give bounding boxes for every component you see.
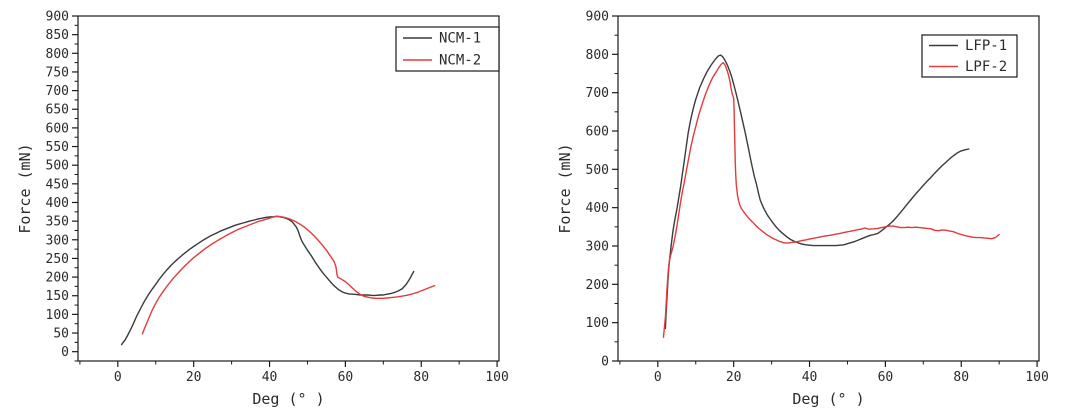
x-tick-label: 100 <box>485 370 508 385</box>
plot-border <box>77 15 500 362</box>
x-axis-title: Deg (° ) <box>792 390 864 408</box>
legend-label-NCM-1: NCM-1 <box>439 31 481 47</box>
y-tick-label: 900 <box>46 10 69 25</box>
y-tick-label: 550 <box>46 140 69 155</box>
legend-label-LFP-1: LFP-1 <box>965 38 1007 54</box>
y-tick-label: 650 <box>46 103 69 118</box>
series-line-LFP-1 <box>664 54 970 330</box>
y-tick-label: 150 <box>46 289 69 304</box>
y-tick-label: 50 <box>53 327 69 342</box>
legend-box <box>921 34 1018 78</box>
series-line-LPF-2 <box>662 62 1000 338</box>
y-tick-label: 250 <box>46 252 69 267</box>
y-tick-label: 300 <box>586 240 609 255</box>
series-line-NCM-1 <box>120 215 415 346</box>
y-tick-label: 0 <box>601 355 609 370</box>
y-tick-label: 700 <box>46 84 69 99</box>
y-tick-label: 900 <box>586 10 609 25</box>
ncm-chart-svg: 0 20 40 60 80 100 0 50 100 150 200 250 300 350 400 450 5… <box>16 10 509 409</box>
x-tick-label: 0 <box>654 370 662 385</box>
x-tick-label: 40 <box>802 370 818 385</box>
y-tick-label: 600 <box>46 121 69 136</box>
lfp-force-chart: 0 20 40 60 80 100 0 100 200 300 400 500 600 700 800 900… <box>540 0 1080 416</box>
y-tick-label: 300 <box>46 233 69 248</box>
x-axis-title: Deg (° ) <box>252 390 324 408</box>
y-axis-title: Force (mN) <box>16 143 34 233</box>
y-tick-label: 750 <box>46 65 69 80</box>
y-tick-label: 100 <box>46 308 69 323</box>
legend-box <box>395 26 500 72</box>
y-tick-label: 100 <box>586 316 609 331</box>
x-tick-label: 60 <box>878 370 894 385</box>
series-line-NCM-2 <box>141 215 436 335</box>
x-tick-label: 80 <box>413 370 429 385</box>
y-tick-label: 200 <box>586 278 609 293</box>
legend-label-LPF-2: LPF-2 <box>965 59 1007 75</box>
y-tick-label: 800 <box>586 48 609 63</box>
y-tick-label: 0 <box>61 345 69 360</box>
x-tick-label: 60 <box>338 370 354 385</box>
y-tick-label: 700 <box>586 86 609 101</box>
y-tick-label: 350 <box>46 215 69 230</box>
y-axis-title: Force (mN) <box>556 143 574 233</box>
ncm-force-chart: 0 20 40 60 80 100 0 50 100 150 200 250 300 350 400 450 5… <box>16 10 509 409</box>
y-tick-label: 500 <box>46 159 69 174</box>
x-tick-label: 20 <box>186 370 202 385</box>
y-tick-label: 200 <box>46 271 69 286</box>
x-tick-label: 80 <box>953 370 969 385</box>
y-tick-label: 800 <box>46 47 69 62</box>
x-tick-label: 0 <box>114 370 122 385</box>
x-tick-label: 40 <box>262 370 278 385</box>
y-tick-label: 450 <box>46 177 69 192</box>
y-tick-label: 400 <box>586 201 609 216</box>
legend-label-NCM-2: NCM-2 <box>439 53 481 69</box>
y-tick-label: 850 <box>46 28 69 43</box>
y-tick-label: 400 <box>46 196 69 211</box>
x-tick-label: 100 <box>1025 370 1048 385</box>
lfp-chart-svg: 0 20 40 60 80 100 0 100 200 300 400 500 600 700 800 900… <box>556 10 1049 409</box>
y-tick-label: 600 <box>586 125 609 140</box>
x-tick-label: 20 <box>726 370 742 385</box>
y-tick-label: 500 <box>586 163 609 178</box>
